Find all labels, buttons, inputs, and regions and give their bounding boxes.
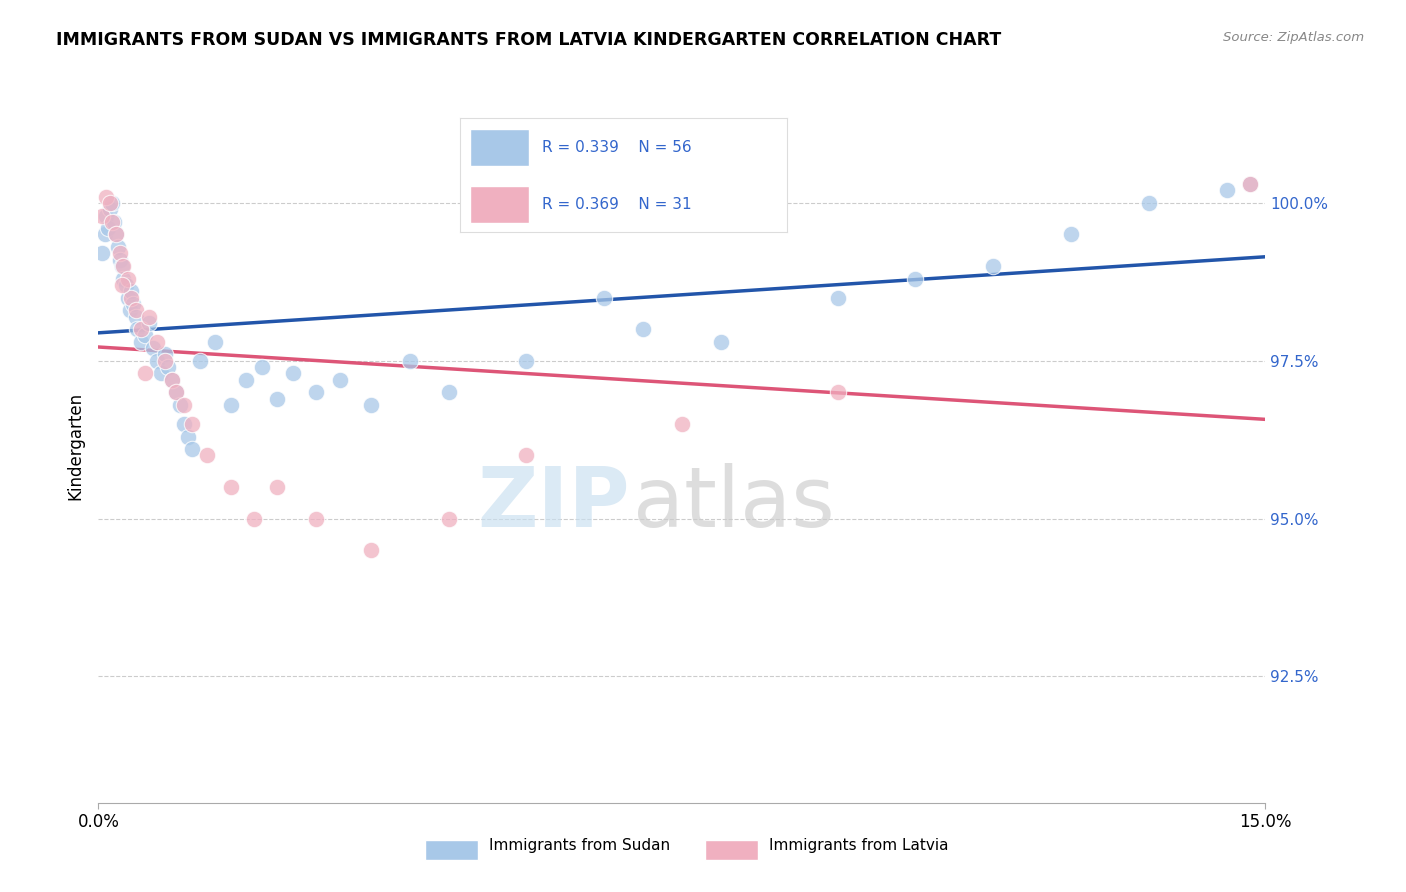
Point [112, 271, 135, 285]
Point [981, 259, 1004, 273]
Point [108, 246, 131, 260]
Point [195, 449, 218, 463]
Point [107, 240, 129, 254]
Point [305, 385, 328, 400]
Point [266, 480, 288, 494]
Point [134, 328, 156, 343]
Point [120, 291, 142, 305]
Point [91, 209, 114, 223]
Point [360, 398, 382, 412]
Point [1239, 177, 1261, 191]
Point [1137, 195, 1160, 210]
Point [127, 322, 149, 336]
Point [125, 310, 148, 324]
Point [111, 259, 134, 273]
Point [631, 322, 654, 336]
Point [118, 303, 141, 318]
Point [138, 316, 160, 330]
Point [219, 480, 242, 494]
Point [91, 246, 114, 260]
Point [153, 353, 176, 368]
Point [235, 373, 257, 387]
Point [101, 195, 124, 210]
Point [129, 334, 152, 349]
Point [146, 334, 169, 349]
Point [904, 271, 927, 285]
Text: Immigrants from Latvia: Immigrants from Latvia [769, 838, 949, 853]
Point [134, 367, 156, 381]
Text: ZIP: ZIP [477, 463, 630, 543]
Point [827, 291, 849, 305]
Point [142, 341, 165, 355]
Point [177, 429, 200, 443]
Point [1215, 183, 1237, 197]
Point [108, 252, 131, 267]
Point [398, 353, 420, 368]
Point [827, 385, 849, 400]
Point [98, 202, 121, 217]
Text: atlas: atlas [633, 463, 835, 543]
Point [281, 367, 304, 381]
Point [104, 227, 127, 242]
Point [437, 511, 460, 525]
Point [266, 392, 288, 406]
Point [117, 291, 139, 305]
Point [138, 310, 160, 324]
Point [165, 385, 187, 400]
Point [188, 353, 211, 368]
FancyBboxPatch shape [706, 840, 758, 860]
Point [305, 511, 328, 525]
Point [1239, 177, 1261, 191]
Point [329, 373, 352, 387]
Point [104, 227, 127, 242]
Point [111, 277, 134, 292]
Point [162, 373, 184, 387]
Point [710, 334, 733, 349]
Point [153, 347, 176, 361]
Text: Source: ZipAtlas.com: Source: ZipAtlas.com [1223, 31, 1364, 45]
Point [101, 215, 124, 229]
Point [515, 353, 537, 368]
Point [162, 373, 184, 387]
Point [112, 259, 135, 273]
Point [219, 398, 242, 412]
Point [93, 227, 115, 242]
Point [97, 221, 120, 235]
Point [180, 417, 202, 431]
Point [173, 417, 195, 431]
Point [204, 334, 226, 349]
Point [515, 449, 537, 463]
Point [165, 385, 187, 400]
Point [360, 543, 382, 558]
Point [146, 353, 169, 368]
Point [169, 398, 191, 412]
Y-axis label: Kindergarten: Kindergarten [66, 392, 84, 500]
Point [96, 189, 118, 203]
Point [122, 297, 145, 311]
Point [243, 511, 266, 525]
Point [157, 360, 180, 375]
Point [98, 195, 121, 210]
Point [437, 385, 460, 400]
FancyBboxPatch shape [425, 840, 478, 860]
Point [125, 303, 148, 318]
Text: Immigrants from Sudan: Immigrants from Sudan [489, 838, 671, 853]
Point [1060, 227, 1083, 242]
Point [114, 277, 136, 292]
Point [250, 360, 273, 375]
Point [103, 215, 125, 229]
Point [180, 442, 202, 457]
Point [129, 322, 152, 336]
Point [117, 271, 139, 285]
Point [671, 417, 693, 431]
Point [96, 209, 118, 223]
Point [173, 398, 195, 412]
Point [593, 291, 616, 305]
Point [120, 285, 142, 299]
Text: IMMIGRANTS FROM SUDAN VS IMMIGRANTS FROM LATVIA KINDERGARTEN CORRELATION CHART: IMMIGRANTS FROM SUDAN VS IMMIGRANTS FROM… [56, 31, 1001, 49]
Point [149, 367, 172, 381]
